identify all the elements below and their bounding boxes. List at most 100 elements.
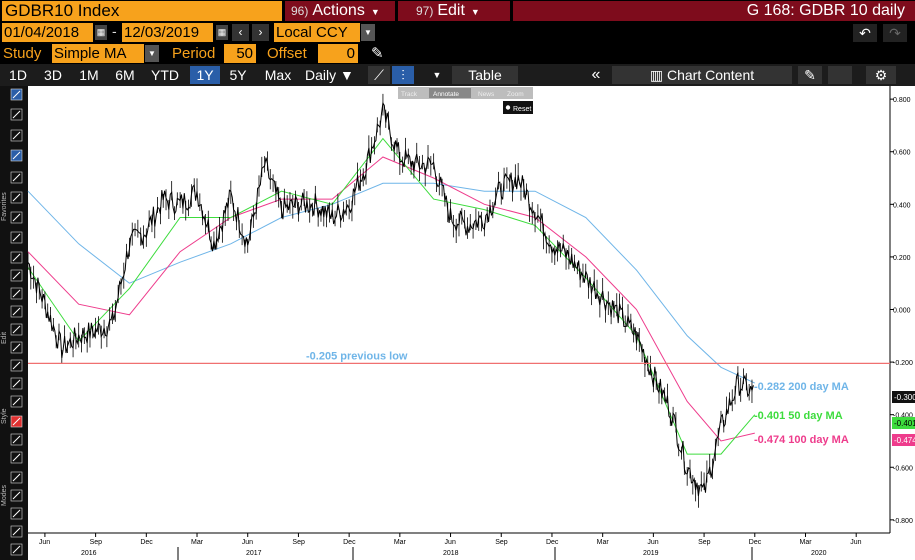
study-select[interactable]: Simple MA (52, 44, 144, 63)
trash-icon-glyph (12, 379, 21, 388)
chevron-right-icon[interactable]: › (252, 24, 269, 41)
actions-menu-label: Actions (312, 2, 365, 19)
brush-icon[interactable] (10, 251, 23, 264)
redo-icon[interactable]: ↷ (883, 24, 907, 42)
chart-content-button[interactable]: ▥ Chart Content (612, 66, 792, 84)
line-icon[interactable] (10, 231, 23, 244)
double-chevron-left-icon[interactable]: « (591, 66, 601, 83)
gear-icon[interactable]: ⚙ (866, 66, 896, 84)
ruler-icon[interactable] (10, 287, 23, 300)
x-month-label: Mar (799, 539, 812, 546)
x-month-label: Jun (445, 539, 456, 546)
period-field[interactable]: 50 (224, 44, 256, 63)
reload-icon[interactable] (10, 525, 23, 538)
blank-toolbar-slot (828, 66, 852, 84)
bar-chart-icon[interactable]: ⫶ (392, 66, 414, 84)
fib-icon-glyph (12, 151, 21, 160)
pencil-icon[interactable] (10, 191, 23, 204)
ma100-line (27, 156, 755, 442)
zoom-button[interactable]: Zoom (507, 91, 524, 98)
range-ytd-button[interactable]: YTD (151, 67, 179, 83)
news-button[interactable]: News (478, 91, 495, 98)
channel-icon[interactable] (10, 171, 23, 184)
actions-menu[interactable]: 96) Actions ▼ (285, 1, 395, 21)
anchor-icon[interactable] (10, 395, 23, 408)
x-month-label: Sep (292, 539, 305, 546)
trend-icon[interactable] (10, 305, 23, 318)
reset-button[interactable]: Reset (513, 106, 531, 113)
sidebar-modes-label: Modes (1, 484, 8, 506)
offset-field[interactable]: 0 (318, 44, 358, 63)
x-month-label: Dec (749, 539, 762, 546)
ticker-field[interactable]: GDBR10 Index (2, 1, 282, 21)
y-axis: 0.8000.6000.4000.2000.000-0.200-0.400-0.… (889, 86, 913, 533)
chart-svg[interactable]: Favorites Edit Style Modes 0.800 0.600 0.4… (0, 86, 915, 560)
plot-background (28, 86, 890, 533)
arrow-icon[interactable] (10, 211, 23, 224)
line-width-icon[interactable] (10, 341, 23, 354)
x-month-label: Dec (343, 539, 356, 546)
chevron-left-icon[interactable]: ‹ (232, 24, 249, 41)
track-button[interactable]: Track (401, 91, 418, 98)
trend-icon-glyph (12, 307, 21, 316)
start-date-field[interactable]: 01/04/2018 (2, 23, 93, 42)
chart-icon: ▥ (649, 67, 664, 83)
x-month-label: Sep (90, 539, 103, 546)
series-layer (27, 93, 756, 508)
fill-icon[interactable] (10, 433, 23, 446)
previous-low-label: -0.205 previous low (306, 350, 408, 362)
calendar-icon[interactable]: ▦ (216, 25, 228, 40)
range-1y-button[interactable]: 1Y (190, 66, 220, 84)
line-width-icon-glyph (12, 343, 21, 352)
caret-down-icon[interactable]: ▼ (361, 24, 375, 41)
magnet-icon-glyph (12, 509, 21, 518)
edit-square-icon[interactable]: ✎ (798, 66, 822, 84)
y-tick-label: -0.800 (893, 518, 913, 525)
end-date-field[interactable]: 12/03/2019 (122, 23, 213, 42)
range-3d-button[interactable]: 3D (44, 67, 62, 83)
chart-mini-toolbar: Track Annotate News Zoom Reset (398, 87, 533, 114)
range-1d-button[interactable]: 1D (9, 67, 27, 83)
last-value-tag-ma50: -0.401 (892, 417, 915, 429)
x-month-label: Sep (698, 539, 711, 546)
date-separator: - (112, 23, 117, 39)
eraser-icon[interactable] (10, 269, 23, 282)
trash-icon[interactable] (10, 377, 23, 390)
zoom-icon-glyph (12, 545, 21, 554)
table-button[interactable]: Table (452, 66, 518, 84)
x-month-label: Mar (597, 539, 610, 546)
offset-label: Offset (267, 45, 307, 62)
currency-select[interactable]: Local CCY (274, 23, 360, 42)
caret-down-icon[interactable]: ▼ (145, 45, 159, 62)
caret-down-icon[interactable]: ▼ (432, 70, 442, 80)
caret-down-icon: ▼ (340, 67, 354, 83)
edit-menu[interactable]: 97) Edit ▼ (398, 1, 510, 21)
font-size-icon[interactable] (10, 451, 23, 464)
range-max-button[interactable]: Max (264, 67, 292, 83)
text-icon[interactable] (10, 129, 23, 142)
shape-icon[interactable] (10, 471, 23, 484)
slash-icon[interactable] (10, 323, 23, 336)
annotate-button[interactable]: Annotate (433, 91, 459, 98)
x-month-label: Sep (495, 539, 508, 546)
range-6m-button[interactable]: 6M (115, 67, 135, 83)
undo-icon[interactable]: ↶ (853, 24, 877, 42)
line-draw-icon[interactable] (10, 108, 23, 121)
range-5y-button[interactable]: 5Y (229, 67, 247, 83)
left-tool-strip (0, 86, 28, 560)
last-value-tag-ma200-text: -0.300 (894, 393, 915, 402)
magnet-icon[interactable] (10, 507, 23, 520)
range-1m-button[interactable]: 1M (79, 67, 99, 83)
pencil-icon[interactable]: ✎ (371, 45, 384, 62)
y-tick-label: 0.800 (893, 97, 911, 104)
lock-icon[interactable] (10, 359, 23, 372)
mode-icon[interactable] (10, 489, 23, 502)
line-chart-icon[interactable]: ⟋ (368, 66, 390, 84)
chart-area[interactable]: Favorites Edit Style Modes 0.800 0.600 0.4… (0, 86, 915, 560)
frequency-select[interactable]: Daily ▼ (302, 66, 358, 84)
x-month-label: Dec (140, 539, 153, 546)
calendar-icon[interactable]: ▦ (95, 25, 107, 40)
edit-menu-number: 97) (416, 4, 434, 18)
zoom-icon[interactable] (10, 543, 23, 556)
anchor-icon-glyph (12, 397, 21, 406)
